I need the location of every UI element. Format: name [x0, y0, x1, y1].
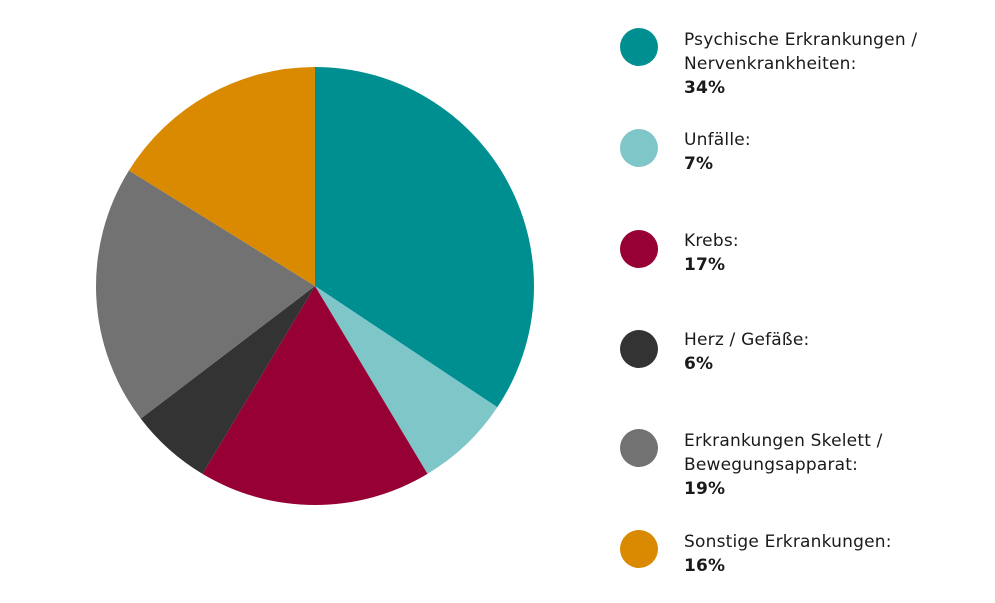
pie-slice-krebs	[202, 286, 428, 505]
pie-slice-sonstige	[128, 67, 315, 286]
pie-slice-herz	[140, 286, 315, 474]
legend-label-herz: Herz / Gefäße:	[684, 330, 810, 350]
legend-swatch-unfaelle	[620, 129, 658, 167]
legend-value-skelett: 19%	[684, 479, 726, 499]
legend-value-psychische: 34%	[684, 78, 726, 98]
legend-swatch-krebs	[620, 230, 658, 268]
pie-chart	[96, 67, 534, 505]
legend-swatch-sonstige	[620, 530, 658, 568]
pie-slice-unfaelle	[315, 286, 498, 474]
legend-value-krebs: 17%	[684, 255, 726, 275]
legend-value-unfaelle: 7%	[684, 154, 714, 174]
legend-value-herz: 6%	[684, 354, 714, 374]
pie-slice-psychische	[315, 67, 534, 408]
legend-swatch-skelett	[620, 429, 658, 467]
pie-slice-skelett	[96, 170, 316, 419]
legend-label-sonstige: Sonstige Erkrankungen:	[684, 532, 892, 552]
legend-swatch-herz	[620, 330, 658, 368]
legend-value-sonstige: 16%	[684, 556, 726, 576]
legend-label-psychische: Psychische Erkrankungen / Nervenkrankhei…	[684, 30, 918, 74]
legend-swatch-psychische	[620, 28, 658, 66]
legend-label-skelett: Erkrankungen Skelett / Bewegungsapparat:	[684, 431, 883, 475]
legend-label-krebs: Krebs:	[684, 231, 739, 251]
legend-label-unfaelle: Unfälle:	[684, 130, 751, 150]
